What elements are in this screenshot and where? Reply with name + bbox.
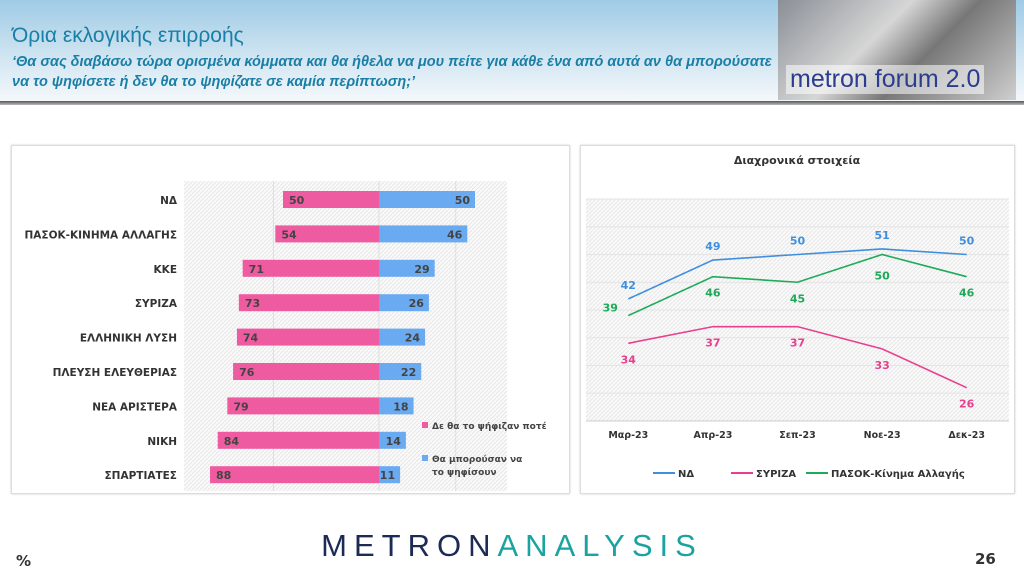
- x-tick-label: Σεπ-23: [779, 430, 815, 441]
- legend-label: ΝΔ: [678, 469, 694, 480]
- page-subtitle: ‘Θα σας διαβάσω τώρα ορισμένα κόμματα κα…: [12, 54, 772, 90]
- bar-never: [283, 191, 379, 208]
- x-tick-label: Απρ-23: [693, 430, 732, 441]
- data-label-could: 22: [401, 366, 416, 379]
- category-label: ΣΠΑΡΤΙΑΤΕΣ: [105, 470, 178, 482]
- series-line: [627, 248, 967, 300]
- metron-forum-logo: metron forum 2.0: [778, 0, 1016, 100]
- bar-could: [379, 225, 468, 243]
- bar-could: [379, 363, 422, 380]
- data-label-could: 46: [447, 228, 463, 241]
- series-line: [628, 325, 968, 389]
- data-label: 45: [790, 292, 805, 305]
- data-label: 46: [705, 287, 721, 300]
- unit-label: %: [16, 552, 32, 570]
- legend-label: ΠΑΣΟΚ-Κίνημα Αλλαγής: [831, 468, 965, 480]
- category-label: ΝΔ: [160, 195, 178, 207]
- x-tick-label: Μαρ-23: [608, 430, 648, 441]
- legend-label-could-1: Θα μπορούσαν να: [432, 455, 522, 465]
- x-tick-label: Νοε-23: [864, 430, 901, 441]
- data-label-could: 24: [405, 332, 421, 345]
- series-line: [627, 253, 967, 317]
- bar-never: [275, 225, 379, 243]
- data-label: 33: [874, 359, 889, 372]
- bar-could: [379, 259, 435, 277]
- bar-could: [379, 466, 401, 484]
- bar-never: [217, 431, 379, 449]
- category-label: ΠΑΣΟΚ-ΚΙΝΗΜΑ ΑΛΛΑΓΗΣ: [24, 229, 177, 241]
- bar-could: [379, 294, 429, 312]
- category-label: ΣΥΡΙΖΑ: [135, 298, 178, 310]
- page-number: 26: [975, 550, 996, 568]
- data-label-could: 50: [455, 194, 471, 207]
- data-label-could: 11: [380, 469, 395, 482]
- data-label-could: 18: [393, 400, 408, 413]
- data-label: 34: [621, 353, 637, 366]
- data-label-never: 50: [289, 194, 305, 207]
- data-label: 39: [603, 302, 618, 315]
- legend-swatch-never: [422, 422, 428, 428]
- legend-label: ΣΥΡΙΖΑ: [756, 469, 796, 480]
- logo-part2: ANALYSIS: [497, 528, 703, 563]
- legend-swatch-could: [422, 455, 428, 461]
- data-label-could: 26: [409, 297, 425, 310]
- line-chart-panel: Διαχρονικά στοιχεία Μαρ-23 Απρ-23 Σεπ-23 Νοε…: [580, 145, 1015, 494]
- data-label-could: 14: [386, 435, 402, 448]
- data-label-never: 54: [281, 228, 297, 241]
- category-label: ΠΛΕΥΣΗ ΕΛΕΥΘΕΡΙΑΣ: [53, 367, 177, 379]
- data-label: 50: [790, 235, 806, 248]
- line-chart: Διαχρονικά στοιχεία Μαρ-23 Απρ-23 Σεπ-23 Νοε…: [586, 154, 1009, 480]
- data-label-never: 76: [239, 366, 255, 379]
- forum-logo-text: metron forum 2.0: [786, 65, 985, 94]
- data-label-could: 29: [414, 263, 429, 276]
- x-tick-label: Δεκ-23: [948, 430, 985, 441]
- bar-never: [210, 466, 379, 484]
- metron-analysis-logo: METRONANALYSIS: [0, 528, 1024, 564]
- data-label: 37: [705, 337, 720, 350]
- data-label-never: 88: [216, 469, 231, 482]
- page-title: Όρια εκλογικής επιρροής: [12, 24, 244, 47]
- bar-could: [379, 328, 426, 346]
- chart-title: Διαχρονικά στοιχεία: [734, 154, 861, 167]
- category-label: ΝΙΚΗ: [147, 436, 177, 448]
- diverging-bar-chart: ΝΔ 50 50 ΠΑΣΟΚ-ΚΙΝΗΜΑ ΑΛΛΑΓΗΣ 54 46 ΚΚΕ 71 29 ΣΥΡ…: [24, 181, 547, 491]
- data-label: 50: [874, 270, 890, 283]
- bar-could: [379, 397, 414, 415]
- logo-part1: METRON: [321, 528, 498, 563]
- data-label-never: 73: [245, 297, 260, 310]
- data-label: 26: [959, 398, 975, 411]
- data-label-never: 74: [243, 332, 259, 345]
- data-label: 37: [790, 337, 805, 350]
- bar-never: [238, 294, 379, 312]
- header-divider: [0, 101, 1024, 105]
- data-label: 49: [705, 240, 720, 253]
- bar-could: [379, 191, 475, 208]
- data-label: 42: [621, 279, 636, 292]
- category-label: ΕΛΛΗΝΙΚΗ ΛΥΣΗ: [80, 333, 177, 345]
- data-label: 51: [874, 229, 889, 242]
- data-label: 46: [959, 287, 975, 300]
- bar-could: [379, 431, 406, 449]
- category-label: ΝΕΑ ΑΡΙΣΤΕΡΑ: [92, 401, 178, 413]
- data-label-never: 84: [224, 435, 240, 448]
- bar-chart-panel: ΝΔ 50 50 ΠΑΣΟΚ-ΚΙΝΗΜΑ ΑΛΛΑΓΗΣ 54 46 ΚΚΕ 71 29 ΣΥΡ…: [11, 145, 570, 494]
- bar-never: [236, 328, 379, 346]
- data-label: 50: [959, 235, 975, 248]
- bar-never: [242, 259, 379, 277]
- category-label: ΚΚΕ: [154, 264, 177, 276]
- data-label-never: 79: [233, 400, 248, 413]
- data-label-never: 71: [249, 263, 264, 276]
- bar-never: [227, 397, 379, 415]
- bar-never: [233, 363, 379, 380]
- legend-label-could-2: το ψηφίσουν: [432, 467, 497, 478]
- legend-label-never: Δε θα το ψήφιζαν ποτέ: [432, 421, 547, 432]
